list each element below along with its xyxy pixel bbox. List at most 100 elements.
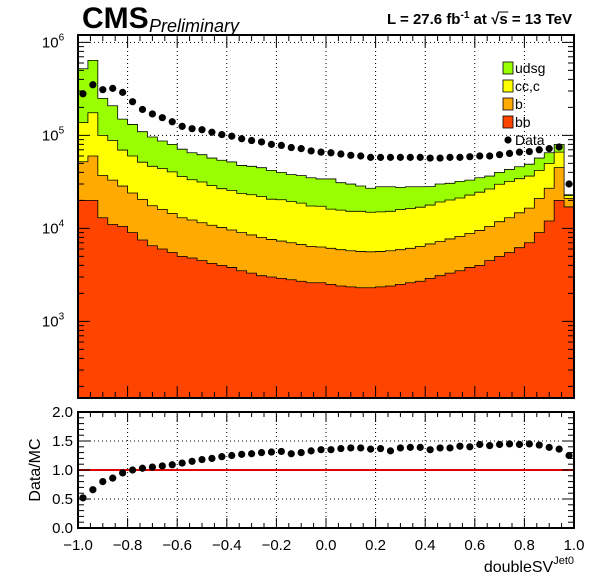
data-point xyxy=(426,154,434,162)
ratio-point xyxy=(416,443,424,451)
lumi-label: L = 27.6 fb-1 at √s = 13 TeV xyxy=(387,10,572,28)
y-tick-label: 106 xyxy=(42,32,65,51)
legend-label-data: Data xyxy=(515,132,545,148)
data-point xyxy=(505,149,514,157)
ratio-point xyxy=(218,453,226,461)
legend-swatch-bb xyxy=(502,115,514,129)
stack-bb xyxy=(77,199,575,399)
ratio-y-tick-label: 1.5 xyxy=(52,433,73,450)
ratio-point xyxy=(297,449,305,457)
ratio-point xyxy=(386,447,395,455)
lumi-exponent: -1 xyxy=(460,10,469,21)
ratio-y-tick-label: 0.5 xyxy=(52,491,73,508)
y-tick-exponent: 5 xyxy=(59,125,65,136)
legend-label-udsg: udsg xyxy=(515,60,545,76)
lumi-prefix: L = 27.6 fb xyxy=(387,11,461,28)
ratio-point xyxy=(565,451,573,460)
data-point xyxy=(79,90,87,98)
ratio-point xyxy=(515,440,524,449)
data-point xyxy=(307,147,315,155)
ratio-point xyxy=(178,459,186,467)
y-tick-base: 10 xyxy=(42,220,59,237)
ratio-point xyxy=(128,466,137,474)
ratio-point xyxy=(367,445,375,453)
data-point xyxy=(267,140,276,148)
legend-swatch-cc xyxy=(502,79,514,93)
ratio-point xyxy=(99,478,107,486)
data-point xyxy=(218,130,226,139)
ratio-point xyxy=(337,444,345,453)
y-tick-exponent: 4 xyxy=(59,218,65,229)
ratio-point xyxy=(406,443,414,451)
ratio-point xyxy=(426,446,434,454)
y-tick-exponent: 3 xyxy=(59,311,65,322)
data-point xyxy=(456,153,464,161)
ratio-point xyxy=(267,448,276,456)
legend-label-cc: cc,c xyxy=(515,78,540,94)
data-point xyxy=(337,150,345,158)
data-point xyxy=(515,148,524,156)
data-point xyxy=(327,149,335,157)
ratio-y-tick-label: 2.0 xyxy=(52,404,73,421)
x-tick-label: 0.0 xyxy=(316,537,337,554)
legend-marker-data xyxy=(504,136,512,144)
ratio-point xyxy=(277,447,285,456)
data-point xyxy=(238,135,246,143)
y-tick-label: 105 xyxy=(42,125,65,144)
ratio-point xyxy=(119,469,127,477)
legend-swatch-b xyxy=(502,97,514,111)
stacked-histogram xyxy=(77,59,575,399)
ratio-point xyxy=(535,441,543,449)
x-axis-title: doubleSVJet0 xyxy=(484,555,574,574)
x-tick-label: 0.8 xyxy=(514,537,535,554)
data-point xyxy=(396,153,404,161)
x-tick-label: 1.0 xyxy=(564,537,585,554)
ratio-point xyxy=(476,440,484,449)
ratio-point xyxy=(208,454,216,462)
data-points xyxy=(79,81,573,188)
ratio-y-tick-label: 1.0 xyxy=(52,462,73,479)
ratio-point xyxy=(505,440,514,448)
data-point xyxy=(277,141,285,150)
ratio-point xyxy=(555,445,563,453)
data-point xyxy=(89,81,97,89)
data-point xyxy=(486,152,494,160)
data-point xyxy=(178,122,186,130)
x-tick-label: −1.0 xyxy=(63,537,93,554)
ratio-point xyxy=(307,447,315,455)
data-point xyxy=(148,110,156,118)
data-point xyxy=(168,118,176,126)
ratio-point xyxy=(357,444,365,452)
data-point xyxy=(406,153,414,161)
ratio-point xyxy=(496,440,504,449)
legend-label-bb: bb xyxy=(515,114,531,130)
ratio-point xyxy=(396,444,404,452)
sqrt-sign: √ xyxy=(491,11,500,28)
ratio-y-tick-label: 0.0 xyxy=(52,520,73,537)
ratio-point xyxy=(168,461,176,469)
ratio-point xyxy=(446,444,454,452)
data-point xyxy=(347,151,355,159)
y-tick-base: 10 xyxy=(42,34,59,51)
y-tick-label: 103 xyxy=(42,311,65,330)
data-point xyxy=(416,153,424,161)
ratio-y-axis: 0.0 0.5 1.0 1.5 2.0 xyxy=(52,404,574,537)
ratio-point xyxy=(317,446,325,454)
x-tick-label: −0.4 xyxy=(212,537,242,554)
x-tick-label: 0.4 xyxy=(415,537,436,554)
y-tick-base: 10 xyxy=(42,127,59,144)
ratio-point xyxy=(347,444,355,452)
ratio-point xyxy=(79,494,87,502)
legend-swatch-udsg xyxy=(502,61,514,75)
ratio-point xyxy=(327,446,335,454)
data-point xyxy=(446,153,454,161)
x-axis-title-sup: Jet0 xyxy=(553,555,574,567)
ratio-point xyxy=(248,450,256,458)
y-tick-label: 104 xyxy=(42,218,65,237)
lumi-mid: at xyxy=(469,11,491,28)
x-tick-label: −0.6 xyxy=(162,537,192,554)
ratio-point xyxy=(486,442,494,450)
